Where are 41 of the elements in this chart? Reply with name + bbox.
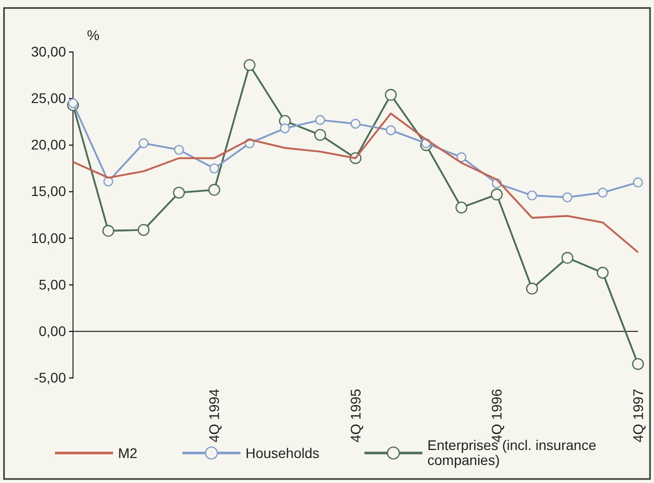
y-tick-label: 30,00 [30,43,66,60]
x-tick-label: 4Q 1994 [206,388,222,443]
point [562,192,572,202]
point [244,59,256,71]
point [490,188,503,200]
y-tick-label: 10,00 [30,230,66,246]
point [209,163,220,174]
point [68,98,78,108]
legend-label: M2 [118,444,138,461]
point [138,138,149,148]
point [386,125,396,136]
point [314,128,326,141]
legend-label: Households [245,444,320,461]
point [102,224,114,237]
point [456,152,466,162]
line-series [72,112,639,254]
x-tick-label: 4Q 1995 [347,388,364,443]
point [315,115,326,125]
point [561,252,574,264]
y-axis-title: % [87,27,100,43]
point [280,123,290,134]
point [598,188,608,198]
y-tick-label: 0,00 [38,322,66,339]
point [527,190,538,200]
point [633,177,643,188]
point [455,202,468,214]
point [384,88,397,101]
y-tick-label: 15,00 [30,183,66,200]
point [526,282,538,295]
point [172,186,185,199]
y-tick-label: 25,00 [30,90,66,106]
point [208,184,220,196]
point [138,224,150,236]
y-tick-label: 20,00 [30,136,66,153]
point [632,358,644,370]
point [596,266,609,279]
y-tick-label: 5,00 [38,276,66,292]
x-tick-label: 4Q 1997 [630,388,646,443]
y-tick-label: -5,00 [34,369,66,386]
point [350,118,360,129]
point [174,144,184,155]
